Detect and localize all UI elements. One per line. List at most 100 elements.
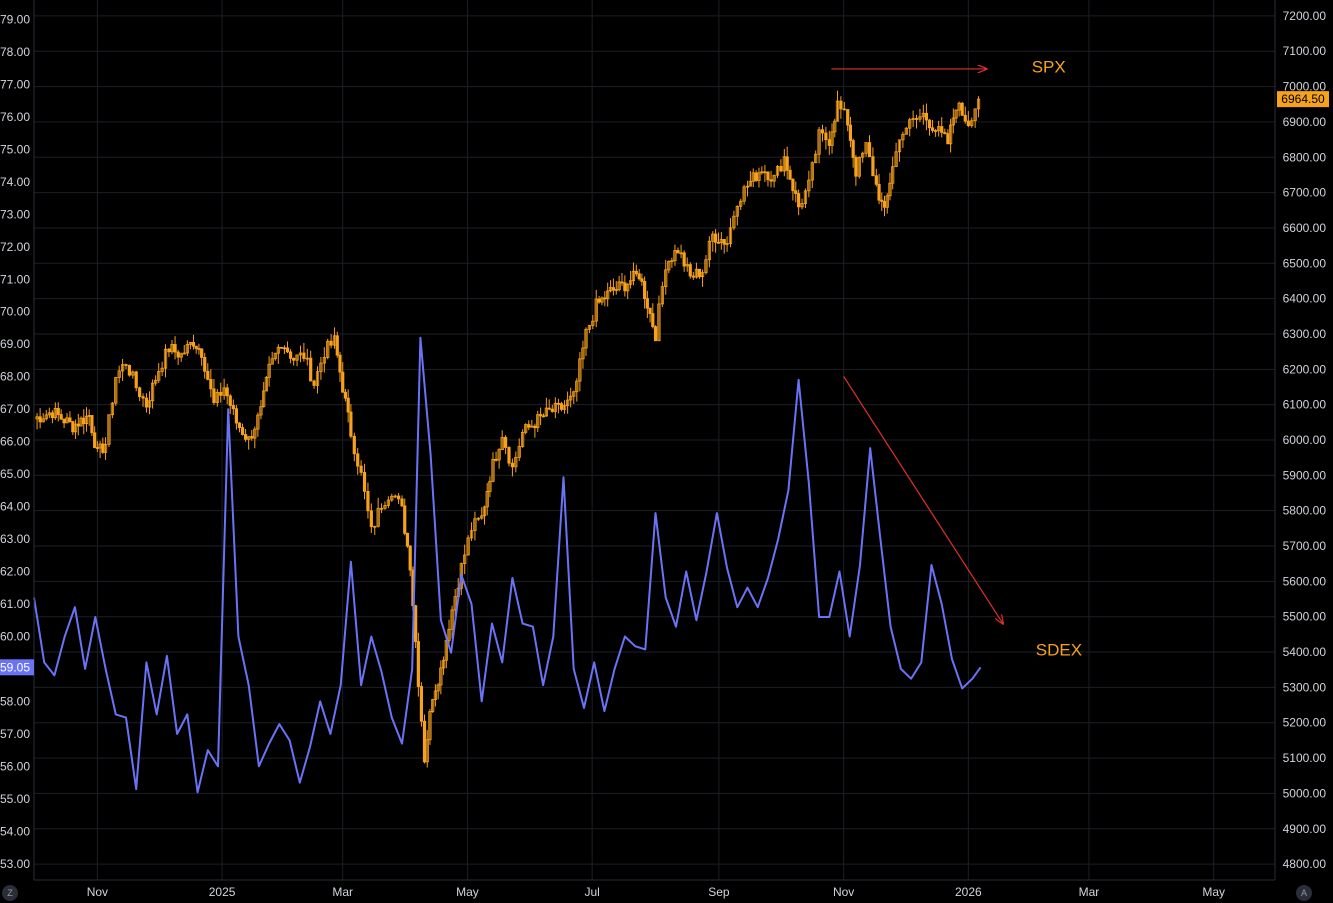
spx-candle-body — [386, 499, 390, 506]
sdex-line — [33, 336, 982, 794]
spx-candle-body — [319, 362, 323, 373]
spx-candle-body — [450, 609, 454, 630]
spx-candle-body — [754, 172, 758, 181]
spx-candle-body — [433, 690, 437, 700]
left-axis-tick: 58.00 — [0, 694, 30, 708]
spx-candle-body — [338, 354, 342, 373]
spx-candle-body — [914, 118, 919, 120]
spx-candle-body — [940, 126, 944, 133]
spx-candle-body — [697, 268, 702, 278]
right-axis-tick: 7000.00 — [1283, 80, 1327, 94]
grid-lines — [34, 0, 1275, 880]
spx-candle-body — [966, 120, 970, 126]
right-axis[interactable]: 7200.00 7100.00 7000.00 6900.00 6800.00 6700.… — [1283, 9, 1327, 871]
right-axis-tick: 6300.00 — [1283, 327, 1327, 341]
spx-candle-body — [827, 139, 831, 146]
spx-candle-body — [606, 290, 610, 300]
spx-candle-body — [400, 498, 404, 507]
spx-candle-body — [376, 507, 380, 527]
spx-candle-body — [946, 133, 950, 145]
spx-candle-body — [544, 407, 548, 417]
left-axis-tick: 77.00 — [0, 77, 30, 91]
spx-candle-body — [934, 130, 938, 132]
spx-candle-body — [918, 116, 922, 120]
right-axis-tick: 6800.00 — [1283, 150, 1327, 164]
spx-candle-body — [114, 377, 118, 404]
spx-candle-body — [259, 406, 263, 416]
spx-candle-body — [714, 233, 718, 243]
spx-candle-body — [393, 495, 397, 498]
spx-candle-body — [203, 357, 207, 372]
spx-candle-body — [611, 287, 616, 291]
spx-candle-body — [688, 264, 692, 277]
right-axis-tick: 5800.00 — [1283, 504, 1327, 518]
right-axis-tick: 5600.00 — [1283, 574, 1327, 588]
spx-candle-body — [553, 402, 557, 412]
right-axis-tick: 6900.00 — [1283, 115, 1327, 129]
spx-candle-body — [623, 282, 627, 292]
left-axis-mode-button[interactable]: Z — [2, 885, 18, 901]
left-axis-tick: 75.00 — [0, 142, 30, 156]
time-axis[interactable]: Nov 2025 Mar May Jul Sep Nov 2026 Mar May — [87, 885, 1225, 899]
spx-candle-body — [628, 280, 633, 285]
spx-candle-body — [566, 399, 570, 406]
spx-candle-body — [676, 250, 680, 254]
spx-candle-body — [416, 641, 420, 687]
spx-candle-body — [463, 554, 467, 565]
spx-candle-body — [185, 344, 189, 354]
spx-candle-body — [814, 153, 818, 164]
spx-candle-body — [247, 436, 251, 440]
spx-candle-body — [147, 400, 152, 408]
spx-candle-body — [194, 345, 198, 349]
spx-candle-body — [298, 352, 303, 356]
spx-candle-body — [488, 480, 492, 492]
time-axis-tick: Jul — [584, 885, 599, 899]
spx-candle-body — [854, 157, 858, 177]
spx-candle-body — [927, 119, 932, 129]
spx-candle-body — [138, 387, 142, 398]
right-axis-tick: 6500.00 — [1283, 256, 1327, 270]
time-axis-tick: 2026 — [955, 885, 982, 899]
spx-candle-body — [253, 428, 257, 439]
spx-candle-body — [594, 298, 598, 322]
spx-candle-body — [497, 449, 501, 461]
spx-candle-body — [131, 371, 135, 376]
spx-candle-body — [38, 416, 42, 423]
spx-candle-body — [485, 491, 489, 508]
spx-candle-body — [894, 151, 898, 168]
spx-candle-body — [514, 456, 518, 468]
right-axis-mode-button[interactable]: A — [1296, 885, 1312, 901]
time-axis-tick: May — [456, 885, 479, 899]
spx-candle-body — [453, 596, 457, 611]
spx-candle-body — [877, 183, 881, 201]
spx-candle-body — [256, 414, 260, 430]
spx-candle-body — [921, 112, 925, 118]
spx-candle-body — [597, 298, 601, 303]
spx-candle-body — [581, 347, 585, 360]
spx-candle-body — [976, 98, 981, 110]
spx-candle-body — [691, 275, 695, 278]
left-axis-tick: 62.00 — [0, 565, 30, 579]
spx-candle-body — [414, 605, 418, 643]
spx-candle-body — [517, 446, 521, 458]
spx-candle-body — [769, 179, 773, 182]
spx-candle-body — [349, 411, 353, 437]
spx-candle-body — [788, 169, 792, 180]
spx-candle-body — [282, 347, 287, 350]
spx-candle-body — [679, 252, 683, 255]
spx-candle-body — [362, 472, 367, 492]
left-axis-tick: 60.00 — [0, 629, 30, 643]
spx-candle-body — [373, 525, 377, 528]
spx-candle-body — [824, 132, 828, 141]
spx-candle-body — [957, 102, 961, 111]
right-axis-tick: 5700.00 — [1283, 539, 1327, 553]
spx-candle-body — [225, 387, 229, 397]
spx-candle-body — [949, 124, 953, 145]
spx-candle-body — [93, 432, 97, 448]
spx-candle-body — [59, 414, 63, 420]
spx-candle-body — [167, 348, 171, 353]
left-axis-tick: 79.00 — [0, 12, 30, 26]
spx-candle-body — [110, 402, 114, 416]
spx-candle-body — [739, 200, 743, 207]
